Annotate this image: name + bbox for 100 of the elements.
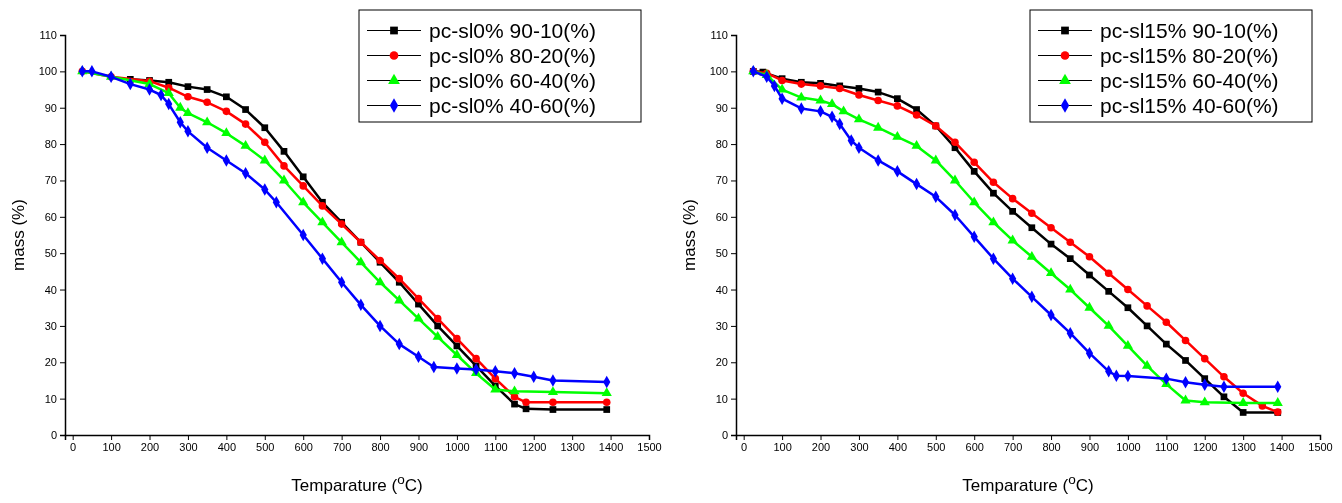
point — [472, 354, 480, 363]
x-axis-title: Temparature ($^{o}$C) — [962, 471, 1094, 495]
x-tick-label: 900 — [409, 440, 429, 453]
y-axis-title: mass (%) — [9, 199, 28, 271]
x-tick-label: 700 — [332, 440, 352, 453]
y-tick-label: 100 — [709, 65, 728, 78]
legend-label: pc-sl15% 90-10(%) — [1100, 18, 1279, 42]
point — [1045, 267, 1057, 277]
y-tick-label: 20 — [715, 356, 728, 369]
x-tick-label: 900 — [1080, 440, 1100, 453]
legend-label: pc-sl15% 40-60(%) — [1100, 93, 1279, 117]
x-tick-label: 1000 — [445, 440, 470, 453]
point — [1009, 208, 1016, 215]
y-tick-label: 110 — [39, 29, 57, 42]
x-tick-label: 1100 — [1154, 440, 1179, 453]
point — [826, 98, 838, 108]
point — [1103, 320, 1114, 329]
legend-label: pc-sl15% 80-20(%) — [1100, 43, 1279, 67]
x-tick-label: 800 — [1042, 440, 1061, 453]
point — [317, 216, 328, 226]
point — [1066, 238, 1075, 247]
y-tick-label: 60 — [715, 210, 728, 223]
point — [1104, 269, 1113, 277]
point — [547, 386, 559, 396]
point — [433, 314, 442, 323]
point — [511, 400, 518, 408]
point — [509, 385, 520, 395]
point — [1180, 394, 1191, 404]
point — [1142, 360, 1153, 369]
y-tick-label: 50 — [44, 247, 57, 260]
point — [510, 393, 519, 401]
point — [989, 178, 998, 187]
y-tick-label: 40 — [715, 283, 728, 296]
point — [911, 140, 922, 149]
point — [280, 162, 288, 170]
legend-label: pc-sl0% 80-20(%) — [429, 43, 596, 67]
x-tick-label: 500 — [256, 440, 275, 453]
x-tick-label: 1500 — [1308, 440, 1333, 453]
point — [1105, 288, 1113, 295]
legend-label: pc-sl0% 60-40(%) — [429, 68, 596, 92]
point — [1084, 301, 1095, 311]
point — [203, 98, 211, 107]
point — [855, 91, 863, 99]
point — [815, 94, 826, 104]
point — [892, 130, 903, 140]
x-tick-label: 300 — [179, 440, 198, 453]
x-tick-label: 700 — [1003, 440, 1023, 453]
point — [223, 93, 230, 101]
point — [413, 312, 424, 322]
point — [491, 374, 500, 383]
point — [394, 294, 405, 304]
y-tick-label: 20 — [44, 356, 57, 369]
x-tick-label: 100 — [773, 440, 792, 453]
point — [434, 322, 442, 330]
x-tick-label: 300 — [850, 440, 869, 453]
point — [336, 236, 347, 246]
point — [261, 138, 269, 147]
point — [602, 398, 611, 407]
point — [414, 294, 423, 303]
y-tick-label: 90 — [44, 101, 57, 114]
point — [184, 83, 192, 90]
point — [432, 330, 443, 340]
point — [549, 398, 557, 407]
point — [222, 107, 231, 116]
point — [522, 398, 530, 407]
point — [355, 256, 366, 266]
x-tick-label: 0 — [741, 440, 748, 453]
y-tick-label: 10 — [715, 392, 728, 405]
point — [1162, 318, 1171, 327]
x-tick-label: 800 — [371, 440, 390, 453]
y-tick-label: 30 — [44, 319, 57, 332]
x-tick-label: 1300 — [560, 440, 585, 453]
y-tick-label: 0 — [721, 429, 728, 442]
point — [299, 182, 307, 190]
point — [240, 140, 251, 149]
x-tick-label: 1400 — [1269, 440, 1295, 453]
point — [1028, 224, 1036, 232]
point — [395, 274, 404, 283]
point — [261, 124, 269, 132]
point — [1066, 255, 1074, 262]
y-tick-label: 70 — [44, 174, 57, 187]
point — [1239, 389, 1247, 397]
point — [601, 387, 612, 397]
point — [603, 406, 611, 413]
point — [1122, 340, 1133, 349]
y-tick-label: 110 — [710, 29, 728, 42]
point — [894, 95, 901, 102]
point — [893, 102, 902, 110]
point — [1086, 271, 1093, 279]
x-tick-label: 0 — [70, 440, 77, 453]
point — [1200, 354, 1209, 363]
point — [221, 127, 232, 137]
point — [949, 174, 961, 184]
point — [912, 111, 921, 119]
point — [278, 174, 290, 184]
y-tick-label: 70 — [715, 174, 728, 187]
y-tick-label: 40 — [44, 283, 57, 296]
point — [990, 189, 997, 197]
x-tick-label: 400 — [217, 440, 237, 453]
point — [1239, 409, 1247, 416]
